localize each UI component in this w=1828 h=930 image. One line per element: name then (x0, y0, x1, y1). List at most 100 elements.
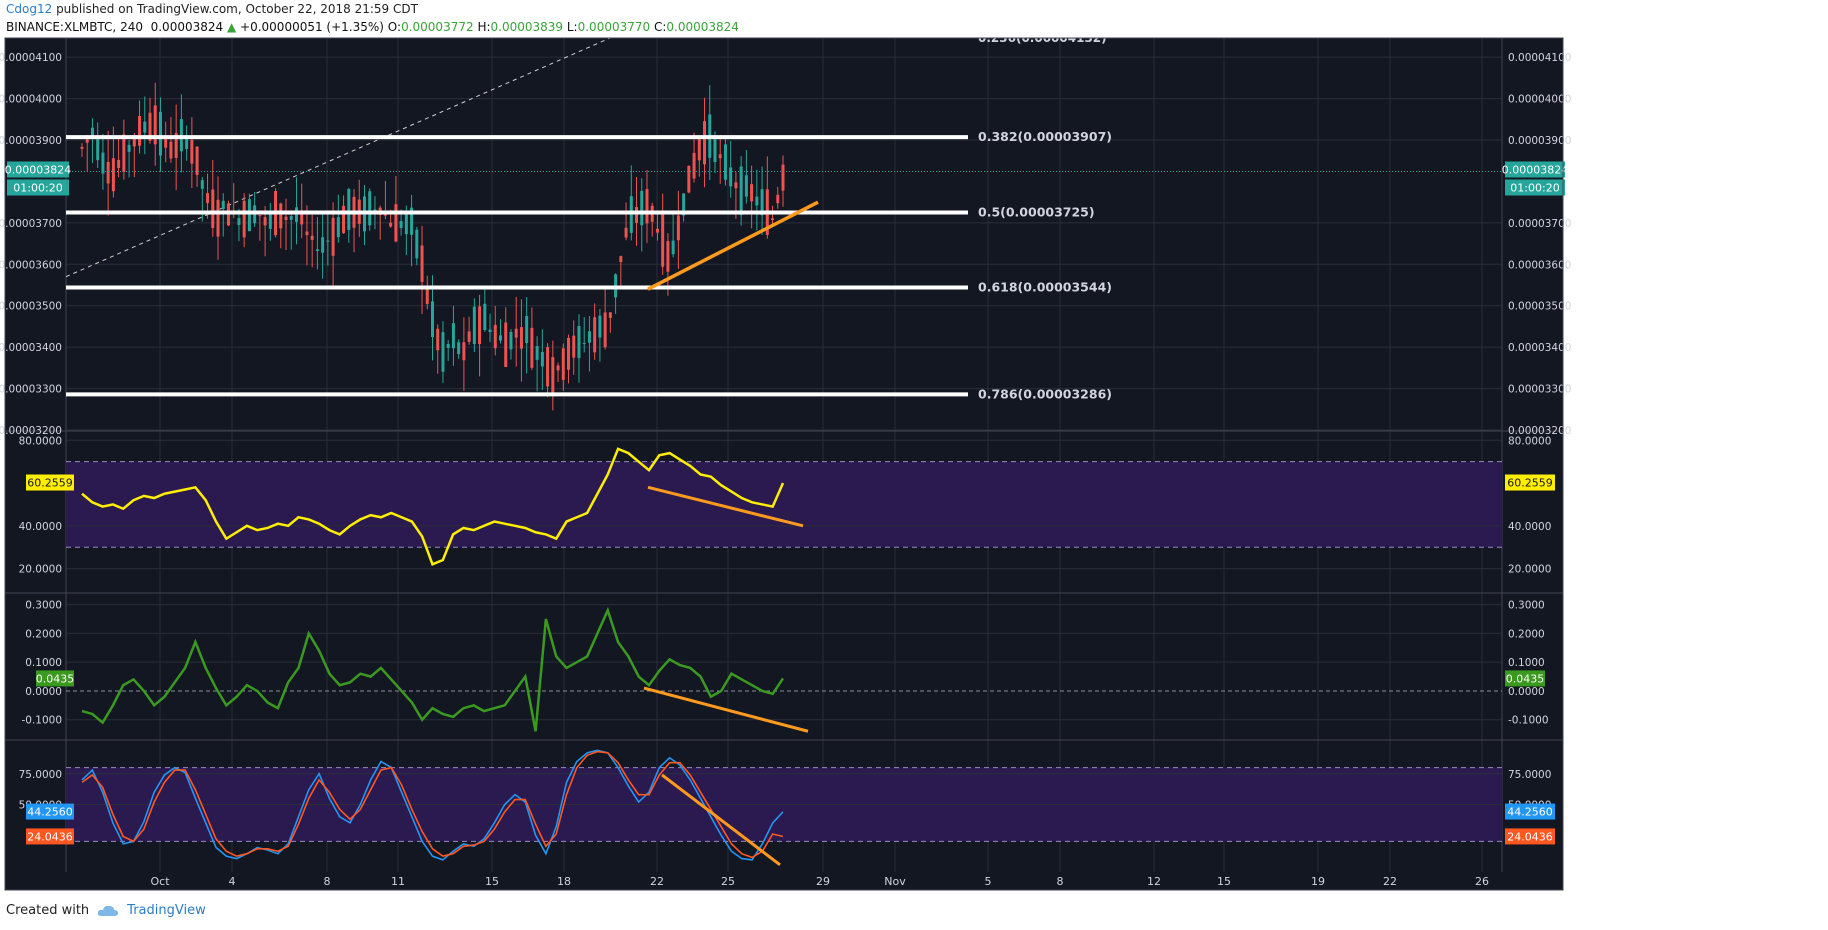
candle-body (499, 335, 503, 341)
candle-body (640, 190, 644, 226)
stoch-k-tag-left: 44.2560 (27, 806, 73, 819)
candle-body (279, 203, 283, 229)
candle-body (164, 136, 168, 148)
candle-body (556, 365, 560, 371)
candle-body (488, 329, 492, 332)
publish-text: published on TradingView.com, October 22… (56, 2, 418, 16)
chart-frame (4, 37, 1564, 891)
momentum-tick-left: 0.0000 (25, 686, 62, 698)
fib-label-clipped: 0.236(0.00004132) (978, 31, 1107, 45)
momentum-tick-left: 0.3000 (25, 600, 62, 612)
rsi-line (81, 447, 785, 566)
candle-body (582, 342, 586, 344)
candle-body (294, 207, 298, 222)
candle-body (289, 216, 293, 220)
price-tick-left: 0.00003300 (0, 384, 62, 396)
candle-body (451, 323, 455, 349)
high-label: H: (477, 20, 491, 34)
candle-body (310, 235, 314, 240)
rsi-tick-left: 20.0000 (19, 564, 62, 576)
momentum-tag-left: 0.0435 (36, 672, 75, 685)
candle-body (436, 328, 440, 351)
candle-body (106, 161, 110, 184)
candle-body (718, 154, 722, 159)
candle-body (148, 112, 152, 141)
candle-body (268, 211, 272, 229)
candle-body (153, 105, 157, 145)
candle-body (342, 205, 346, 234)
candle-body (174, 133, 178, 159)
x-tick-label: 4 (229, 875, 236, 888)
candle-body (755, 196, 759, 206)
publish-info: Cdog12 published on TradingView.com, Oct… (6, 2, 418, 16)
price-tick-left: 0.00003600 (0, 259, 62, 271)
candle-body (211, 189, 215, 229)
last-price-tag-left-bg (7, 161, 69, 178)
candle-body (760, 189, 764, 216)
x-tick-label: 8 (324, 875, 331, 888)
candle-body (200, 180, 204, 189)
candle-body (509, 331, 513, 350)
candle-body (216, 199, 220, 237)
symbol-info-bar: BINANCE:XLMBTC, 240 0.00003824 ▲ +0.0000… (6, 20, 739, 34)
open-value: 0.00003772 (401, 20, 474, 34)
candle-body (263, 217, 267, 226)
tradingview-cloud-icon (97, 905, 119, 916)
high-value: 0.00003839 (490, 20, 564, 34)
rsi-tick-right: 20.0000 (1508, 564, 1551, 576)
candle-body (143, 121, 147, 133)
x-tick-label: 15 (1217, 875, 1231, 888)
momentum-divergence-line (643, 686, 809, 733)
stoch-k-line (81, 749, 784, 861)
tradingview-brand-link[interactable]: TradingView (127, 903, 206, 918)
candle-body (206, 193, 210, 204)
candle-body (540, 351, 544, 367)
price-tick-right: 0.00003200 (1508, 425, 1571, 437)
candle-body (645, 189, 649, 224)
candle-body (771, 218, 775, 221)
candle-body (535, 346, 539, 360)
low-value: 0.00003770 (577, 20, 651, 34)
candle-body (671, 240, 675, 255)
countdown-tag-left: 01:00:20 (13, 181, 62, 194)
candle-body (420, 245, 424, 282)
last-price-tag-left: 0.00003824 (5, 163, 71, 176)
candle-body (703, 121, 707, 165)
stoch-d-tag-right: 24.0436 (1507, 830, 1553, 843)
x-axis-background (5, 872, 1563, 890)
candle-body (519, 327, 523, 349)
stoch-divergence-line (661, 773, 781, 866)
price-tick-right: 0.00003700 (1508, 218, 1571, 230)
candle-body (96, 139, 100, 161)
candle-body (729, 167, 733, 187)
fib-level-label: 0.382(0.00003907) (978, 129, 1112, 144)
candle-body (127, 144, 131, 152)
price-tick-right: 0.00003600 (1508, 259, 1571, 271)
candle-body (687, 165, 691, 193)
candle-body (713, 135, 717, 163)
candle-body (446, 343, 450, 348)
candle-body (158, 111, 162, 156)
candle-body (697, 138, 701, 161)
rsi-tag-right-bg (1505, 474, 1555, 491)
candle-body (635, 207, 639, 223)
candle-body (389, 222, 393, 227)
candle-body (284, 216, 288, 220)
stoch-d-line (81, 750, 784, 859)
candle-body (776, 194, 780, 204)
candle-body (138, 116, 142, 146)
x-tick-label: 29 (816, 875, 830, 888)
up-arrow-icon: ▲ (226, 20, 237, 34)
candle-body (331, 217, 335, 256)
stoch-d-tag-left-bg (26, 828, 74, 845)
author-link[interactable]: Cdog12 (6, 2, 53, 16)
rsi-tag-right: 60.2559 (1507, 477, 1553, 490)
candle-body (326, 240, 330, 242)
candle-body (472, 306, 476, 344)
x-tick-label: 8 (1057, 875, 1064, 888)
candle-body (394, 204, 398, 242)
price-tick-left: 0.00003200 (0, 425, 62, 437)
x-tick-label: 22 (1383, 875, 1397, 888)
momentum-tick-left: -0.1000 (21, 715, 62, 727)
